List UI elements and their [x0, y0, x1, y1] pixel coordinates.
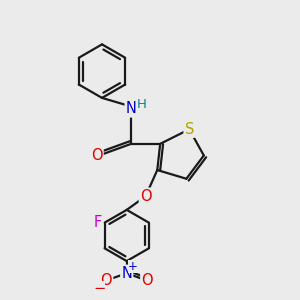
Text: H: H [137, 98, 147, 111]
Text: −: − [93, 281, 105, 296]
Text: N: N [126, 101, 136, 116]
Text: F: F [94, 215, 102, 230]
Text: N: N [121, 266, 132, 281]
Text: S: S [184, 122, 194, 137]
Text: O: O [140, 189, 152, 204]
Text: O: O [141, 273, 153, 288]
Text: O: O [100, 273, 112, 288]
Text: +: + [128, 260, 138, 273]
Text: O: O [91, 148, 103, 163]
